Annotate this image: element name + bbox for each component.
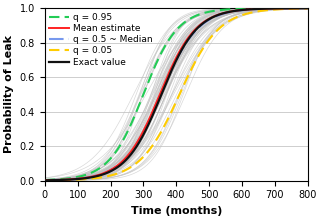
q = 0.95 bbox=[258, 7, 262, 10]
q = 0.5 ~ Median bbox=[168, 73, 172, 75]
Exact value bbox=[169, 70, 173, 73]
q = 0.95 bbox=[306, 7, 309, 9]
Line: q = 0.95: q = 0.95 bbox=[45, 8, 308, 180]
q = 0.05 bbox=[185, 77, 189, 79]
q = 0.95 bbox=[43, 179, 47, 181]
Exact value bbox=[185, 40, 189, 42]
q = 0.95 bbox=[169, 35, 173, 38]
Mean estimate bbox=[169, 67, 173, 69]
q = 0.05 bbox=[169, 111, 173, 114]
X-axis label: Time (months): Time (months) bbox=[131, 206, 222, 216]
q = 0.05 bbox=[299, 7, 303, 10]
Line: Exact value: Exact value bbox=[45, 8, 308, 180]
Line: q = 0.05: q = 0.05 bbox=[45, 8, 308, 180]
Exact value bbox=[299, 7, 303, 9]
Mean estimate bbox=[43, 179, 47, 182]
q = 0.5 ~ Median bbox=[299, 7, 303, 9]
Line: Mean estimate: Mean estimate bbox=[45, 8, 308, 180]
q = 0.95 bbox=[185, 19, 189, 22]
Mean estimate bbox=[258, 7, 262, 10]
Exact value bbox=[43, 179, 47, 182]
Legend: q = 0.95, Mean estimate, q = 0.5 ~ Median, q = 0.05, Exact value: q = 0.95, Mean estimate, q = 0.5 ~ Media… bbox=[47, 10, 155, 70]
q = 0.05 bbox=[258, 10, 262, 12]
Y-axis label: Probability of Leak: Probability of Leak bbox=[4, 35, 14, 153]
Line: q = 0.5 ~ Median: q = 0.5 ~ Median bbox=[45, 8, 308, 180]
Exact value bbox=[258, 7, 262, 10]
Mean estimate bbox=[199, 23, 203, 25]
q = 0.05 bbox=[43, 179, 47, 182]
q = 0.5 ~ Median bbox=[185, 40, 189, 43]
q = 0.5 ~ Median bbox=[306, 7, 309, 9]
q = 0.05 bbox=[199, 50, 203, 52]
q = 0.95 bbox=[168, 37, 172, 40]
Exact value bbox=[168, 73, 172, 76]
Exact value bbox=[199, 23, 203, 26]
q = 0.5 ~ Median bbox=[258, 8, 262, 10]
Mean estimate bbox=[306, 7, 309, 9]
Mean estimate bbox=[299, 7, 303, 9]
q = 0.95 bbox=[199, 13, 203, 15]
q = 0.95 bbox=[299, 7, 303, 9]
q = 0.5 ~ Median bbox=[43, 179, 47, 182]
Mean estimate bbox=[185, 38, 189, 41]
Exact value bbox=[306, 7, 309, 9]
q = 0.5 ~ Median bbox=[169, 69, 173, 72]
q = 0.05 bbox=[306, 7, 309, 10]
q = 0.05 bbox=[168, 114, 172, 117]
q = 0.5 ~ Median bbox=[199, 24, 203, 27]
Mean estimate bbox=[168, 70, 172, 73]
